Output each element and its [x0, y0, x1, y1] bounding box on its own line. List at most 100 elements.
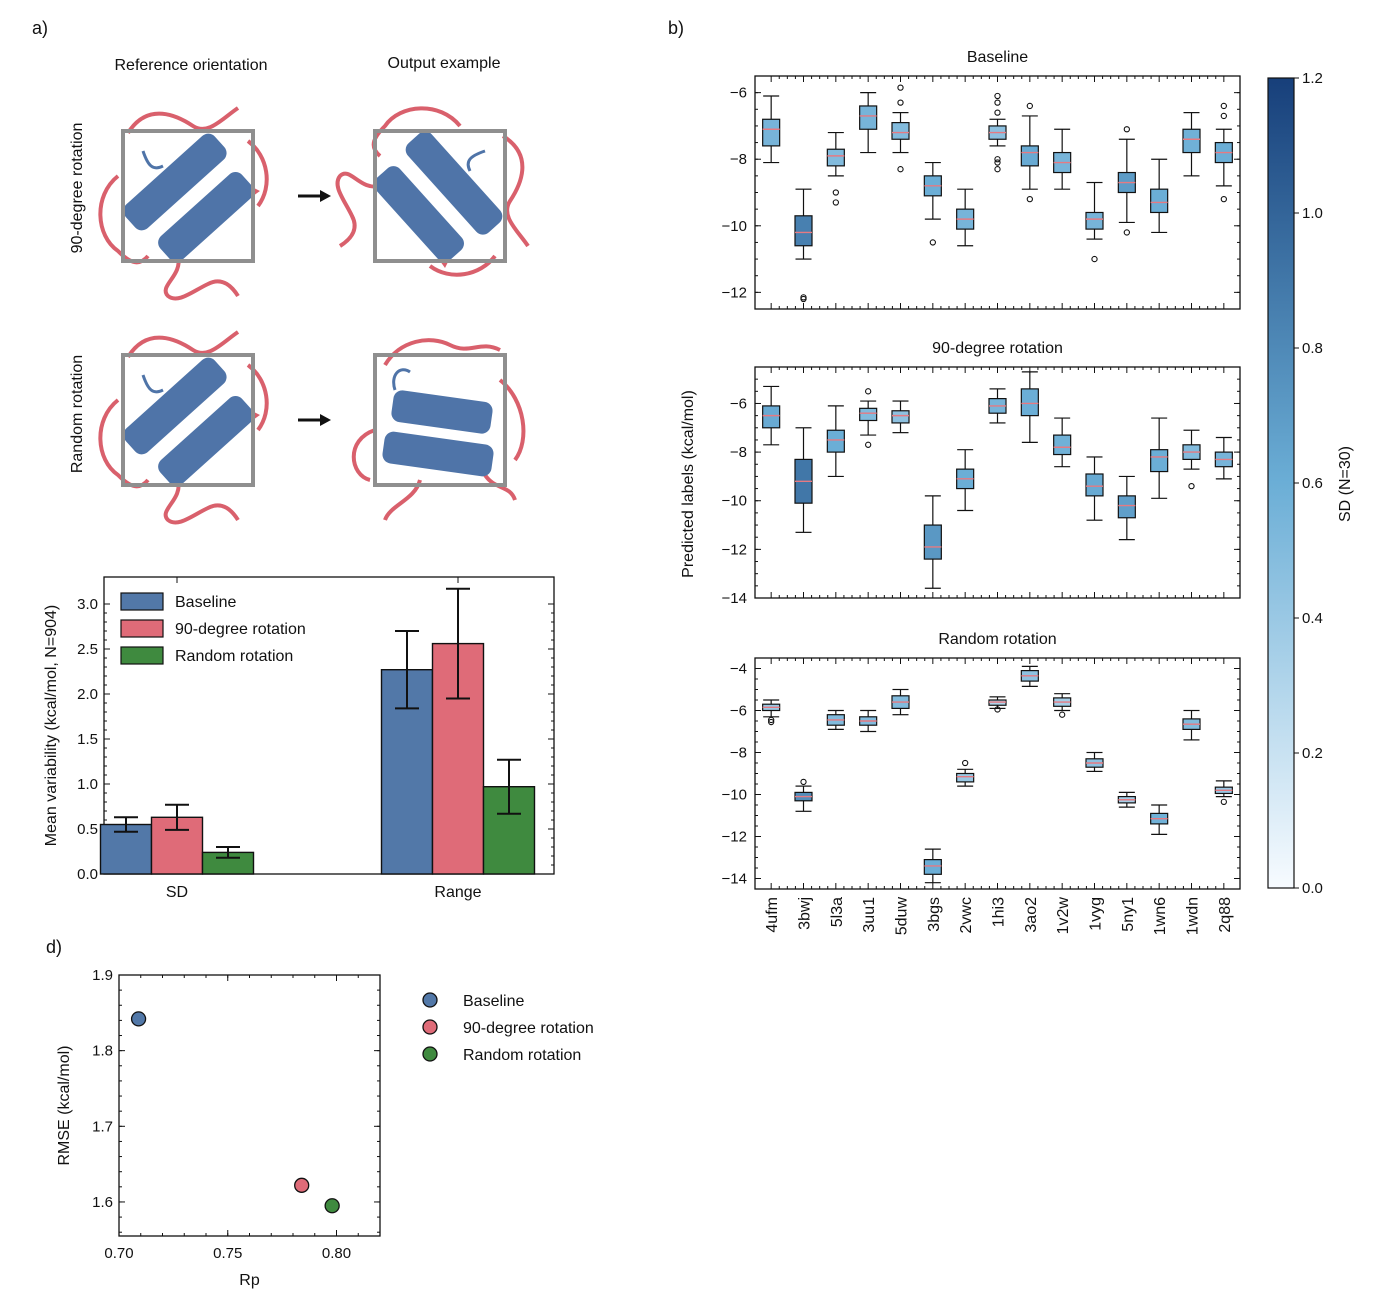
legend-marker — [422, 1019, 438, 1035]
subplot-title: Baseline — [967, 49, 1028, 66]
outlier-point — [768, 716, 775, 724]
y-tick-label: −8 — [730, 444, 747, 461]
col-title-reference: Reference orientation — [115, 57, 268, 74]
box-1wn6 — [1150, 188, 1169, 214]
arrow-icon — [298, 414, 331, 426]
box-3bwj — [794, 215, 813, 247]
outlier-point — [1123, 229, 1130, 236]
y-tick-label: −10 — [722, 493, 747, 510]
category-label: 4ufm — [764, 897, 781, 933]
category-label: 3ao2 — [1023, 897, 1040, 933]
y-tick-label: −10 — [722, 218, 747, 235]
x-tick-label: 0.70 — [104, 1245, 133, 1262]
subplot-title: 90-degree rotation — [932, 340, 1063, 357]
colorbar-label: SD (N=30) — [1337, 446, 1354, 522]
box-3bgs — [923, 858, 942, 875]
box-3ao2 — [1020, 145, 1039, 167]
ref-protein-random — [98, 330, 269, 525]
y-tick-label: 1.9 — [92, 967, 113, 984]
category-label: 5duw — [894, 897, 911, 936]
outlier-point — [994, 109, 1001, 116]
col-title-output: Output example — [388, 55, 501, 72]
legend-marker — [422, 992, 438, 1008]
category-label: 5l3a — [829, 897, 846, 927]
y-tick-label: 0.0 — [77, 866, 98, 883]
outlier-point — [1026, 102, 1033, 110]
x-tick-label: 0.80 — [322, 1245, 351, 1262]
outlier-point — [897, 99, 904, 106]
outlier-point — [1220, 798, 1227, 805]
outlier-point — [1123, 126, 1130, 133]
legend-swatch — [120, 619, 164, 638]
outlier-point — [994, 706, 1001, 713]
scatter-chart: 0.70 0.75 0.80 1.6 1.7 1.8 1.9 Rp RMSE (kcal/mol… — [56, 967, 594, 1289]
category-label: 1wn6 — [1152, 897, 1169, 935]
panel-label-b: b) — [668, 18, 684, 38]
y-tick-label: −12 — [722, 829, 747, 846]
output-protein-90 — [335, 106, 530, 277]
box-1v2w — [1053, 434, 1072, 456]
y-tick-label: −6 — [730, 395, 747, 412]
box-5duw — [891, 410, 910, 424]
y-tick-label: −8 — [730, 745, 747, 762]
x-tick-label: 0.75 — [213, 1245, 242, 1262]
legend-marker — [422, 1046, 438, 1062]
legend-label: 90-degree rotation — [463, 1020, 594, 1037]
category-label: 5ny1 — [1120, 897, 1137, 932]
y-tick-label: 1.5 — [77, 731, 98, 748]
y-tick-label: −6 — [730, 703, 747, 720]
colorbar — [1267, 77, 1295, 889]
box-plots: Baseline −6 −8 −10 −12 90-degree rotation −6 −8… — [680, 49, 1354, 935]
y-tick-label: 1.6 — [92, 1194, 113, 1211]
orientation-diagram: Reference orientation Output example 90-… — [69, 55, 530, 525]
panel-label-a: a) — [32, 18, 48, 38]
box-3uu1 — [859, 105, 878, 130]
outlier-point — [962, 759, 969, 767]
legend-label: 90-degree rotation — [175, 621, 306, 638]
outlier-point — [897, 84, 904, 91]
box-1vyg — [1085, 473, 1104, 497]
y-axis-label: RMSE (kcal/mol) — [56, 1045, 73, 1165]
x-tick-label: Range — [434, 884, 481, 901]
box-2vwc — [956, 772, 975, 783]
x-tick-label: SD — [166, 884, 188, 901]
category-label: 3bgs — [926, 897, 943, 932]
y-tick-label: −12 — [722, 284, 747, 301]
colorbar-tick-label: 0.2 — [1302, 745, 1323, 762]
colorbar-tick-label: 0.8 — [1302, 340, 1323, 357]
point-random-rotation — [324, 1198, 340, 1214]
outlier-point — [1188, 482, 1195, 490]
box-5l3a — [826, 148, 845, 167]
outlier-point — [994, 92, 1001, 100]
outlier-point — [865, 388, 872, 395]
y-tick-label: −8 — [730, 151, 747, 168]
y-axis-label: Mean variability (kcal/mol, N=904) — [43, 605, 60, 846]
point-baseline — [130, 1011, 147, 1027]
legend-swatch — [120, 592, 164, 611]
category-label: 2q88 — [1217, 897, 1234, 933]
box-plot-frame — [754, 657, 1241, 890]
panel-label-d: d) — [46, 937, 62, 957]
y-tick-label: 2.0 — [77, 686, 98, 703]
output-protein-random — [351, 338, 526, 521]
outlier-point — [994, 156, 1001, 163]
arrow-icon — [298, 190, 331, 202]
colorbar-tick-label: 0.4 — [1302, 610, 1323, 627]
y-axis-label: Predicted labels (kcal/mol) — [680, 390, 697, 578]
category-label: 3bwj — [797, 897, 814, 930]
point-90-degree-rotation — [294, 1177, 310, 1193]
box-1wdn — [1182, 128, 1201, 154]
outlier-point — [1220, 112, 1227, 120]
box-1vyg — [1085, 211, 1104, 230]
y-tick-label: −10 — [722, 787, 747, 804]
legend-label: Random rotation — [463, 1047, 581, 1064]
box-1wn6 — [1150, 449, 1169, 473]
outlier-point — [1220, 102, 1227, 110]
box-5l3a — [826, 429, 845, 453]
x-axis-label: Rp — [239, 1272, 260, 1289]
colorbar-tick-label: 0.0 — [1302, 880, 1323, 897]
y-tick-label: −6 — [730, 85, 747, 102]
outlier-point — [832, 199, 839, 206]
subplot-title: Random rotation — [938, 631, 1056, 648]
